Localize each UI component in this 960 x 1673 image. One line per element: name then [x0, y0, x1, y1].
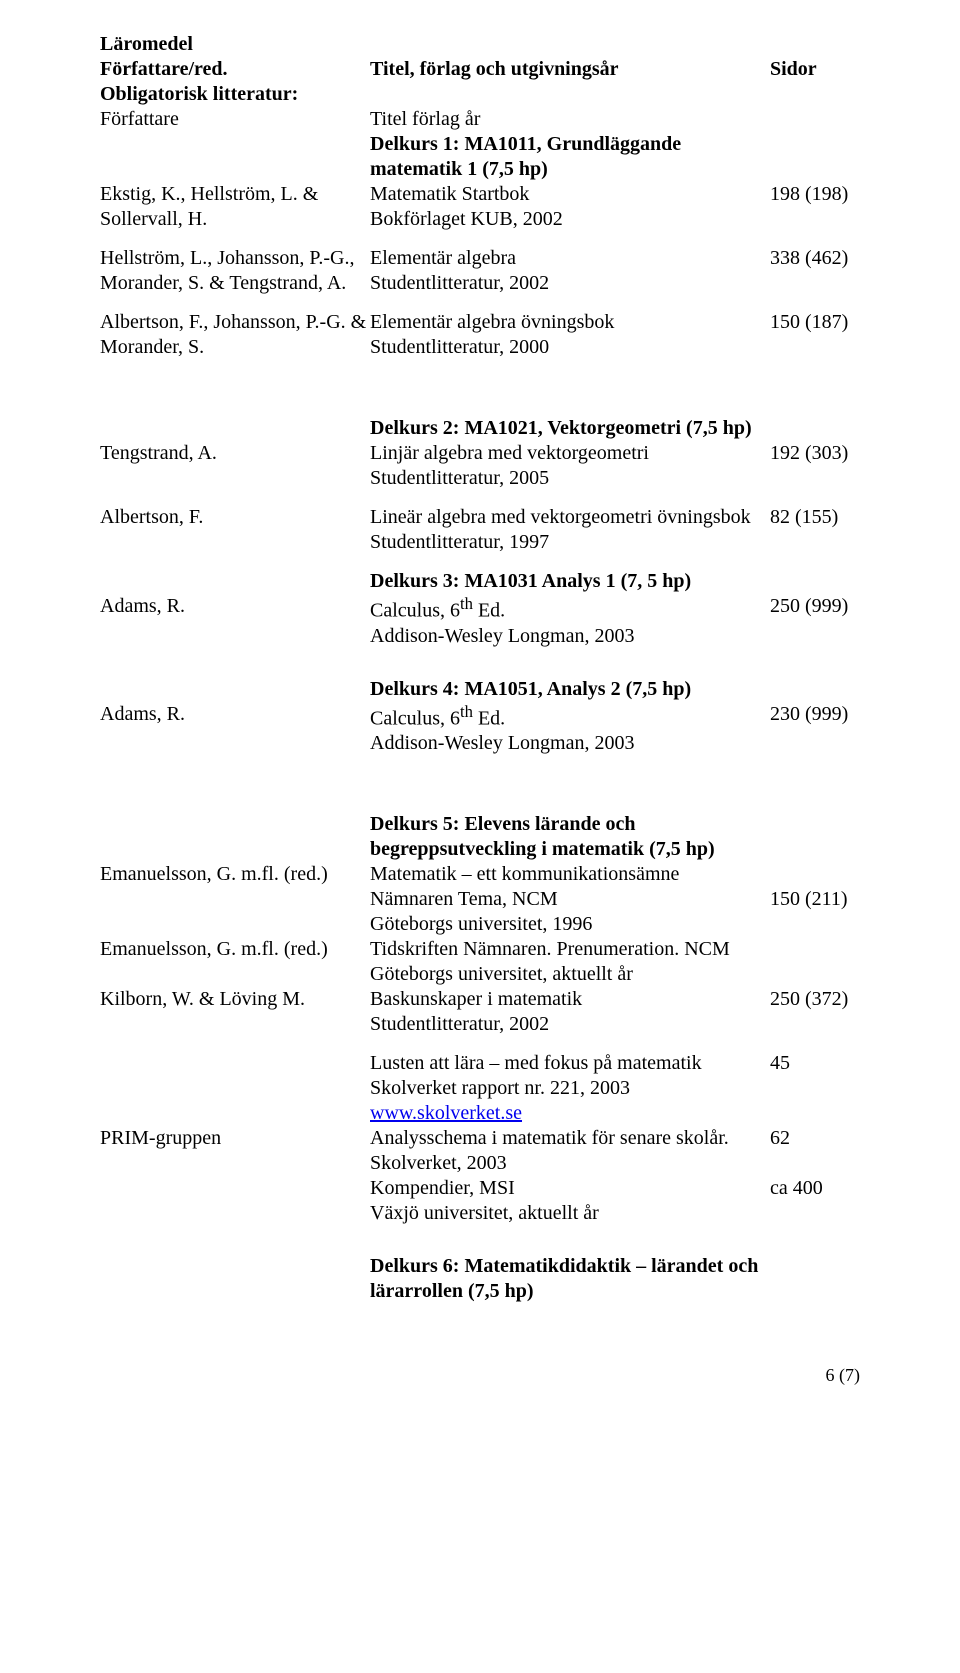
d5-a2-l1: Tidskriften Nämnaren. Prenumeration. NCM [370, 937, 770, 962]
d5-a1-l3: Göteborgs universitet, 1996 [370, 912, 770, 937]
d2-a2-author: Albertson, F. [100, 505, 370, 530]
d2-title: Delkurs 2: MA1021, Vektorgeometri (7,5 h… [370, 416, 770, 441]
d1-a2-pages: 338 (462) [770, 246, 860, 271]
d1-a3-author: Albertson, F., Johansson, P.-G. & Morand… [100, 310, 370, 360]
d1-a2-author: Hellström, L., Johansson, P.-G., Morande… [100, 246, 370, 296]
d3-a1: Adams, R. Calculus, 6th Ed. Addison-Wesl… [100, 594, 860, 649]
d1-a3-title: Elementär algebra övningsbok [370, 310, 770, 335]
d5-a3: Kilborn, W. & Löving M. Baskunskaper i m… [100, 987, 860, 1037]
d5-a1-author: Emanuelsson, G. m.fl. (red.) [100, 862, 370, 887]
d1-a3-pub: Studentlitteratur, 2000 [370, 335, 770, 360]
h-mid: Titel, förlag och utgivningsår [370, 57, 770, 82]
d5-a1: Emanuelsson, G. m.fl. (red.) Matematik –… [100, 862, 860, 937]
d5-a6: Kompendier, MSI Växjö universitet, aktue… [100, 1176, 860, 1226]
d2-a1-author: Tengstrand, A. [100, 441, 370, 466]
page-footer: 6 (7) [100, 1364, 860, 1387]
d2-a1-pages: 192 (303) [770, 441, 860, 466]
d4-title: Delkurs 4: MA1051, Analys 2 (7,5 hp) [370, 677, 770, 702]
d5-a4-l2: Skolverket rapport nr. 221, 2003 [370, 1076, 770, 1101]
d5-a5-l2: Skolverket, 2003 [370, 1151, 770, 1176]
d5-a1-l2: Nämnaren Tema, NCM [370, 887, 770, 912]
d2-a1-title: Linjär algebra med vektorgeometri [370, 441, 770, 466]
d3-a1-pages: 250 (999) [770, 594, 860, 619]
skolverket-link[interactable]: www.skolverket.se [370, 1102, 522, 1124]
d4-a1-title: Calculus, 6th Ed. [370, 702, 770, 732]
d4-title-row: Delkurs 4: MA1051, Analys 2 (7,5 hp) [100, 677, 860, 702]
d5-a4: Lusten att lära – med fokus på matematik… [100, 1051, 860, 1126]
h-laromedel: Läromedel [100, 32, 860, 57]
d5-a6-pages: ca 400 [770, 1176, 860, 1201]
header: Läromedel Författare/red. Titel, förlag … [100, 32, 860, 132]
d1-a1-title: Matematik Startbok [370, 182, 770, 207]
d1-a2: Hellström, L., Johansson, P.-G., Morande… [100, 246, 860, 296]
d1-a2-title: Elementär algebra [370, 246, 770, 271]
d1-a1-author: Ekstig, K., Hellström, L. & Sollervall, … [100, 182, 370, 232]
d5-a3-author: Kilborn, W. & Löving M. [100, 987, 370, 1012]
d2-title-row: Delkurs 2: MA1021, Vektorgeometri (7,5 h… [100, 416, 860, 441]
d5-a3-l2: Studentlitteratur, 2002 [370, 1012, 770, 1037]
d5-a6-l2: Växjö universitet, aktuellt år [370, 1201, 770, 1226]
d3-title-row: Delkurs 3: MA1031 Analys 1 (7, 5 hp) [100, 569, 860, 594]
d5-a1-pages: 150 (211) [770, 888, 848, 910]
d4-a1-pub: Addison-Wesley Longman, 2003 [370, 731, 770, 756]
d5-a5: PRIM-gruppen Analysschema i matematik fö… [100, 1126, 860, 1176]
d5-a3-l1: Baskunskaper i matematik [370, 987, 770, 1012]
d1-a3-pages: 150 (187) [770, 310, 860, 335]
d3-a1-pub: Addison-Wesley Longman, 2003 [370, 624, 770, 649]
d2-a1: Tengstrand, A. Linjär algebra med vektor… [100, 441, 860, 491]
d2-a1-pub: Studentlitteratur, 2005 [370, 466, 770, 491]
h-right: Sidor [770, 57, 860, 82]
d5-a6-l1: Kompendier, MSI [370, 1176, 770, 1201]
d5-a4-l1: Lusten att lära – med fokus på matematik [370, 1051, 770, 1076]
d1-title: Delkurs 1: MA1011, Grundläggande matemat… [370, 132, 770, 182]
d5-a3-pages: 250 (372) [770, 987, 860, 1012]
h-obligatory: Obligatorisk litteratur: [100, 82, 860, 107]
d5-a5-l1: Analysschema i matematik för senare skol… [370, 1126, 770, 1151]
d5-a1-l1: Matematik – ett kommunikationsämne [370, 862, 770, 887]
d2-a2-title: Lineär algebra med vektorgeometri övning… [370, 505, 770, 530]
d1-a1: Ekstig, K., Hellström, L. & Sollervall, … [100, 182, 860, 232]
d5-a2: Emanuelsson, G. m.fl. (red.) Tidskriften… [100, 937, 860, 987]
d5-a2-l2: Göteborgs universitet, aktuellt år [370, 962, 770, 987]
d5-a5-pages: 62 [770, 1126, 860, 1151]
d4-a1-pages: 230 (999) [770, 702, 860, 727]
d4-a1: Adams, R. Calculus, 6th Ed. Addison-Wesl… [100, 702, 860, 757]
d3-title: Delkurs 3: MA1031 Analys 1 (7, 5 hp) [370, 569, 770, 594]
d1-a3: Albertson, F., Johansson, P.-G. & Morand… [100, 310, 860, 360]
d1-a1-pages: 198 (198) [770, 182, 860, 207]
d3-a1-author: Adams, R. [100, 594, 370, 619]
d5-a5-author: PRIM-gruppen [100, 1126, 370, 1151]
h-left: Författare/red. [100, 57, 370, 82]
d1-a2-pub: Studentlitteratur, 2002 [370, 271, 770, 296]
d1-a1-pub: Bokförlaget KUB, 2002 [370, 207, 770, 232]
h-sub-left: Författare [100, 107, 370, 132]
d6-title-row: Delkurs 6: Matematikdidaktik – lärandet … [100, 1254, 860, 1304]
d3-a1-title: Calculus, 6th Ed. [370, 594, 770, 624]
d5-a2-author: Emanuelsson, G. m.fl. (red.) [100, 937, 370, 962]
d2-a2: Albertson, F. Lineär algebra med vektorg… [100, 505, 860, 555]
d2-a2-pages: 82 (155) [770, 505, 860, 530]
d5-title: Delkurs 5: Elevens lärande och begreppsu… [370, 812, 770, 862]
h-sub-mid: Titel förlag år [370, 107, 770, 132]
d5-title-row: Delkurs 5: Elevens lärande och begreppsu… [100, 812, 860, 862]
d1-title-row: Delkurs 1: MA1011, Grundläggande matemat… [100, 132, 860, 182]
d6-title: Delkurs 6: Matematikdidaktik – lärandet … [370, 1254, 770, 1304]
d5-a4-pages: 45 [770, 1051, 860, 1076]
d4-a1-author: Adams, R. [100, 702, 370, 727]
d2-a2-pub: Studentlitteratur, 1997 [370, 530, 770, 555]
